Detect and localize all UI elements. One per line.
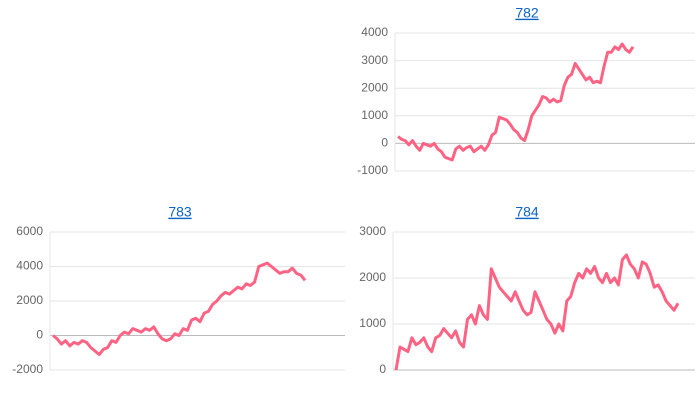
chart-title[interactable]: 782: [515, 5, 539, 21]
y-tick-label: 3000: [359, 224, 386, 238]
y-tick-label: 3000: [361, 53, 388, 67]
y-tick-label: 6000: [16, 224, 43, 238]
y-tick-label: 2000: [359, 270, 386, 284]
y-tick-label: 4000: [361, 25, 388, 39]
y-tick-label: 0: [36, 328, 43, 342]
y-tick-label: 2000: [361, 80, 388, 94]
chart-title[interactable]: 783: [168, 204, 192, 220]
y-tick-label: 1000: [361, 108, 388, 122]
chart-title[interactable]: 784: [515, 204, 539, 220]
y-tick-label: 1000: [359, 316, 386, 330]
y-tick-label: 0: [381, 136, 388, 150]
y-tick-label: 4000: [16, 259, 43, 273]
data-line: [52, 261, 307, 356]
y-tick-label: 2000: [16, 293, 43, 307]
data-line: [397, 42, 635, 162]
data-line: [394, 253, 680, 371]
y-tick-label: -1000: [357, 163, 388, 177]
y-tick-label: -2000: [12, 362, 43, 376]
y-tick-label: 0: [379, 362, 386, 376]
